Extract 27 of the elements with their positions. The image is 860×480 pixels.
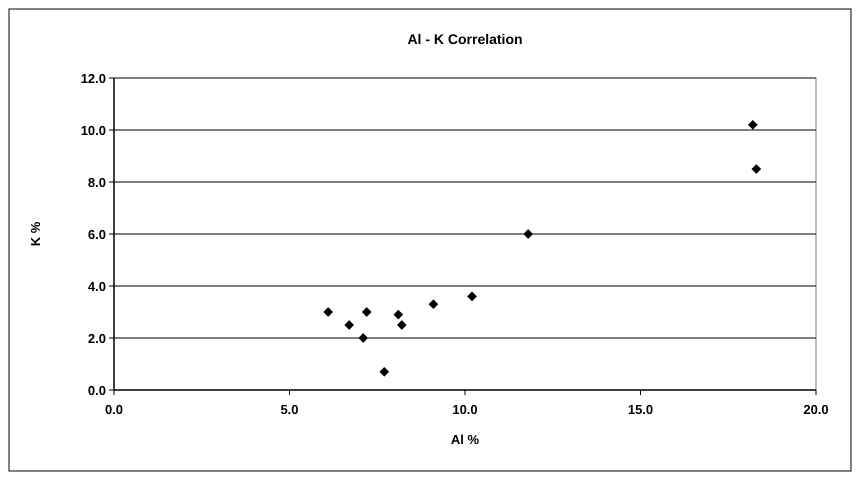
y-tick-label: 12.0 [80, 71, 106, 86]
x-tick-label: 5.0 [280, 402, 299, 417]
point [523, 229, 534, 239]
point [428, 299, 438, 310]
x-tick-label: 10.0 [452, 402, 478, 417]
point [396, 320, 407, 330]
y-axis-title: K % [28, 221, 43, 246]
point [344, 320, 354, 330]
y-tick-label: 0.0 [88, 383, 106, 398]
y-tick-label: 10.0 [80, 123, 106, 138]
point [379, 366, 390, 377]
point [748, 120, 758, 130]
x-tick-label: 20.0 [803, 402, 829, 417]
y-tick-label: 8.0 [88, 175, 106, 190]
point [323, 307, 333, 317]
x-axis-title: Al % [450, 432, 480, 447]
y-tick-label: 4.0 [88, 279, 106, 294]
point [751, 164, 762, 174]
point [467, 292, 477, 302]
point [362, 307, 372, 317]
y-tick-label: 2.0 [88, 331, 106, 346]
chart-title: Al - K Correlation [407, 31, 523, 47]
point [358, 333, 368, 343]
x-tick-label: 0.0 [104, 402, 124, 417]
y-tick-label: 6.0 [88, 227, 106, 242]
x-tick-label: 15.0 [628, 402, 654, 417]
point [393, 310, 404, 320]
